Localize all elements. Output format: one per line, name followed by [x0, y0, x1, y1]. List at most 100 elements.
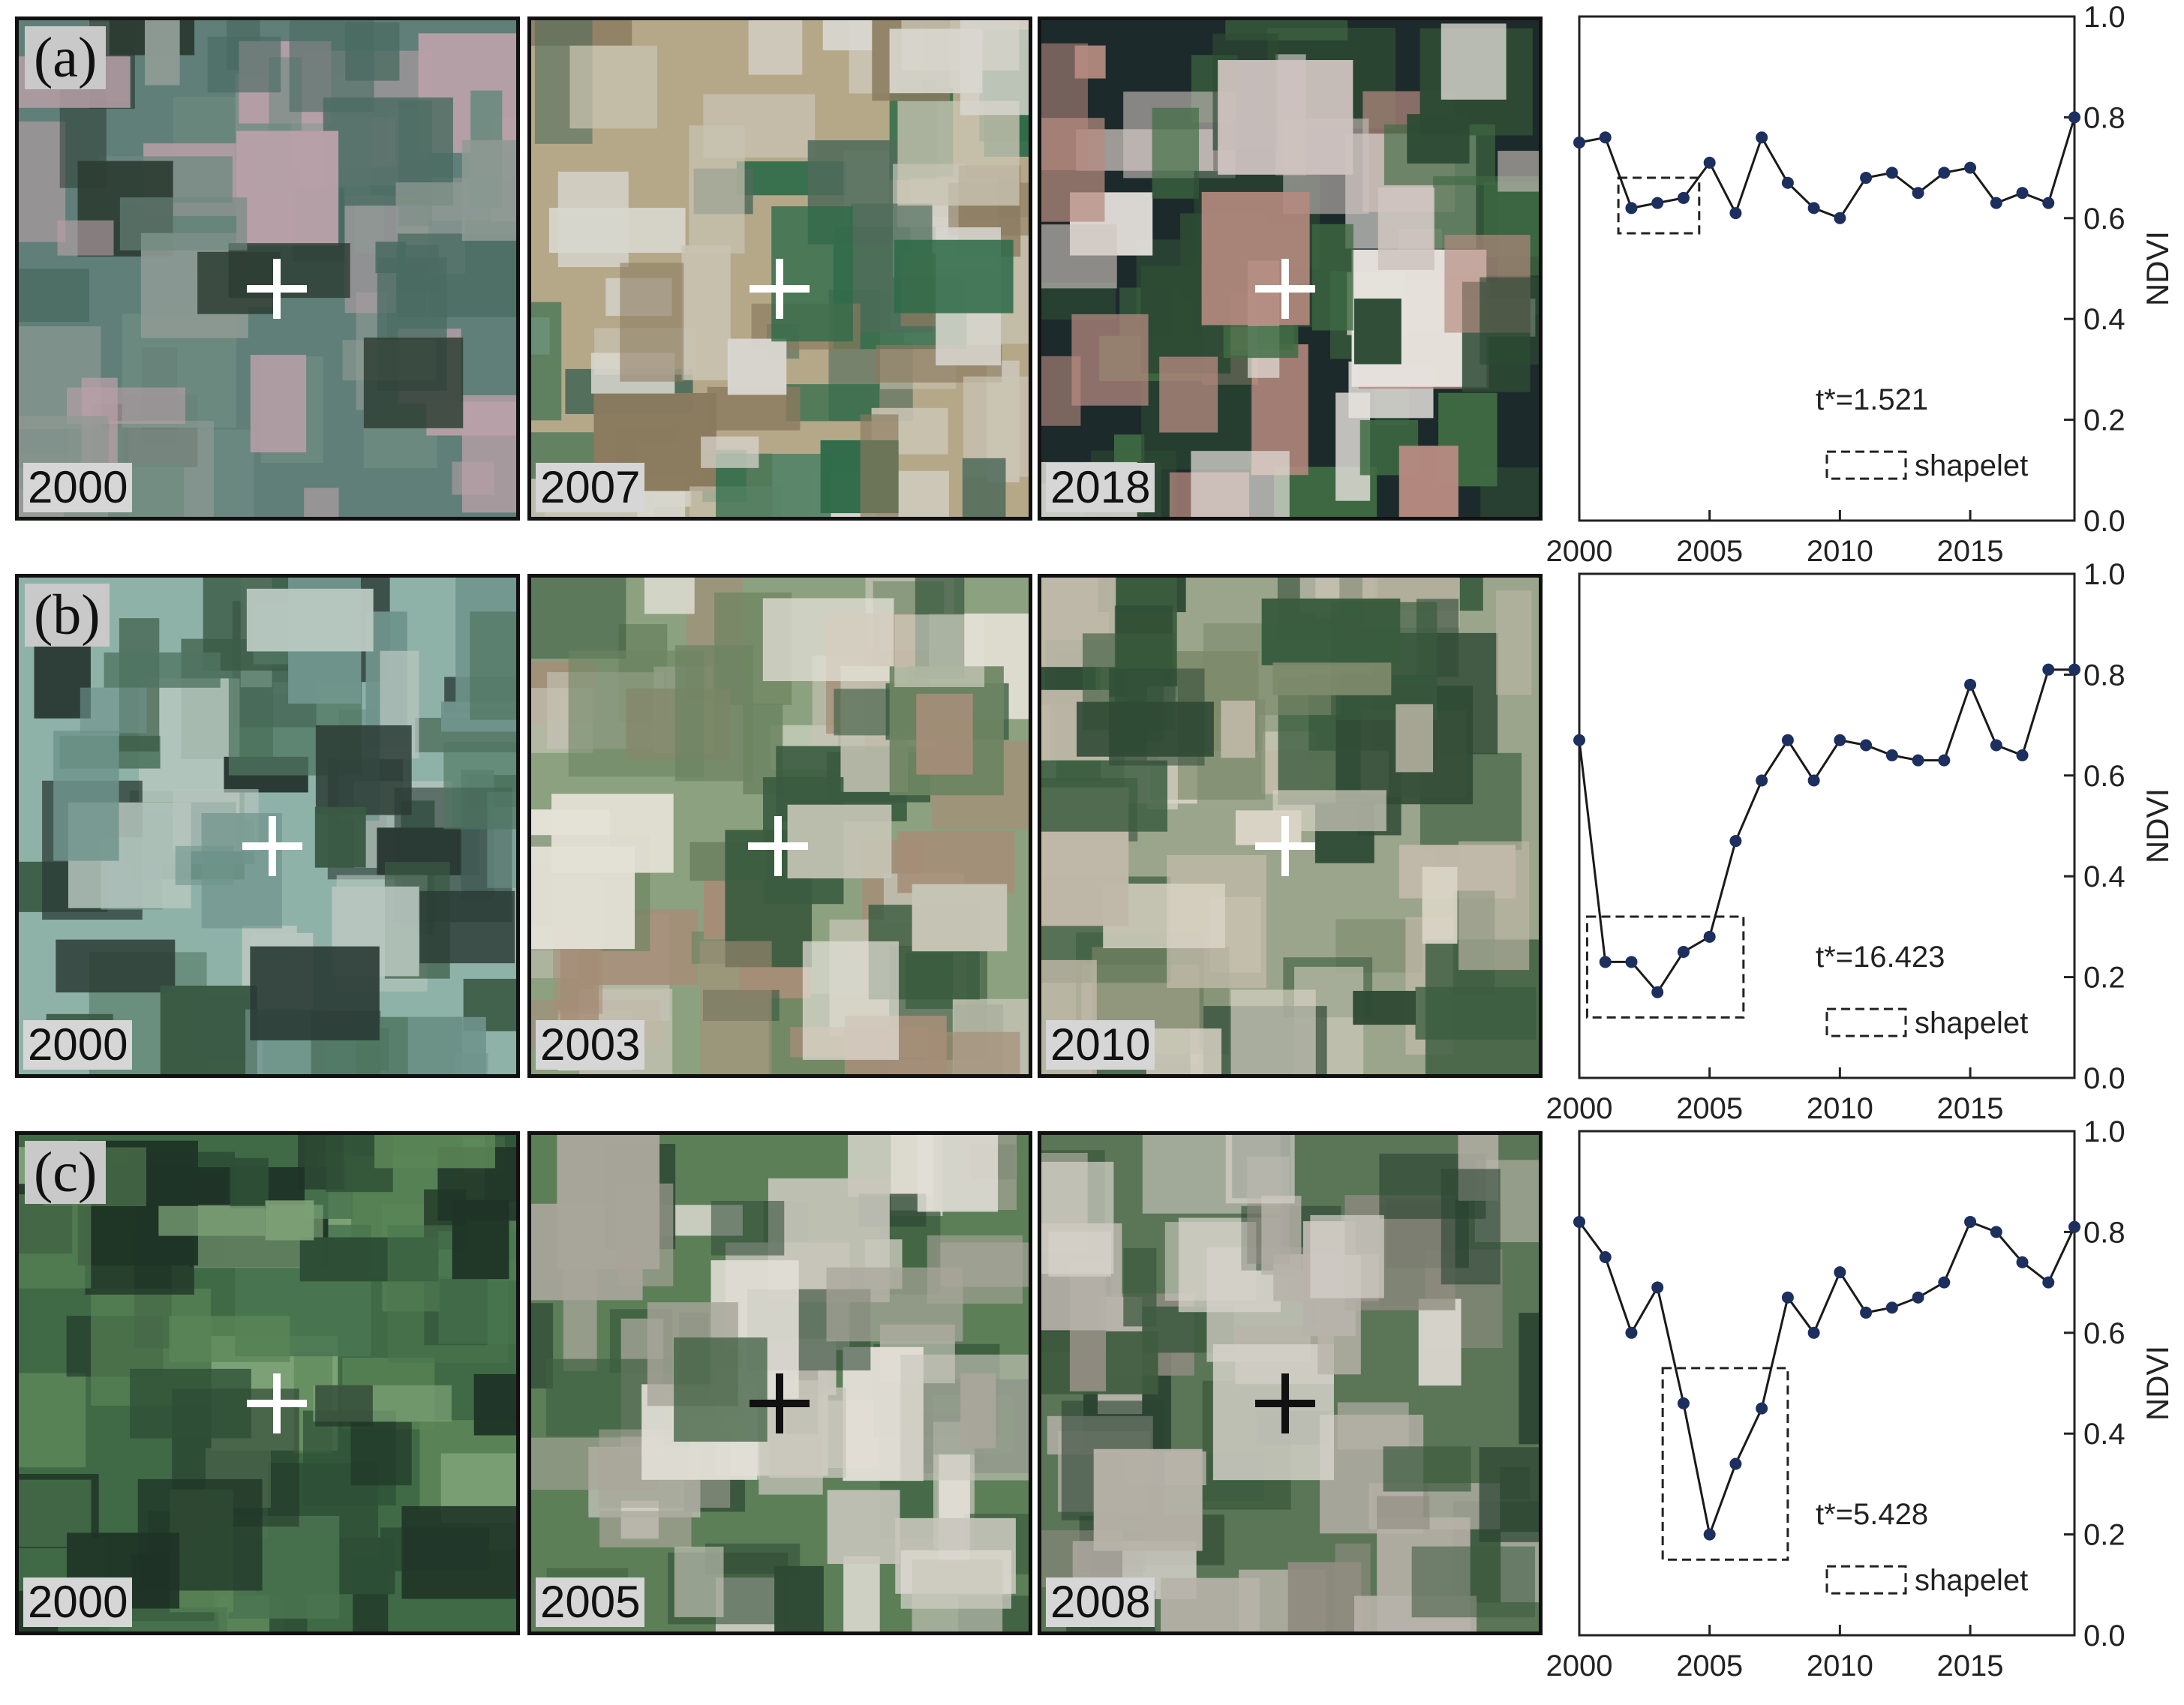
land-patch	[1041, 224, 1117, 289]
land-patch	[1395, 704, 1434, 773]
ndvi-point	[1964, 678, 1977, 691]
land-patch	[207, 36, 281, 93]
panel-row-b: (b) 2000 2003 2010 0.0 0.2 0.4 0.6 0.8 1.0 200…	[0, 558, 2184, 1125]
land-patch	[250, 355, 307, 453]
land-patch	[1415, 986, 1537, 1040]
land-patch	[894, 239, 1014, 314]
legend-label: shapelet	[1915, 449, 2028, 482]
land-patch	[1398, 446, 1459, 517]
x-tick-label: 2015	[1937, 1649, 2004, 1682]
ndvi-chart-svg: 0.0 0.2 0.4 0.6 0.8 1.0 2000 2005 2010 2015 NDVI t*…	[1546, 1, 2175, 568]
legend-label: shapelet	[1915, 1007, 2028, 1040]
land-patch	[568, 650, 704, 777]
land-patch	[674, 1337, 768, 1442]
land-patch	[401, 1505, 516, 1599]
year-label: 2003	[536, 1020, 645, 1070]
satellite-tile-b1: (b) 2000	[15, 574, 520, 1078]
land-patch	[145, 20, 180, 86]
year-label: 2000	[23, 1020, 133, 1070]
satellite-image	[1041, 20, 1539, 517]
ndvi-point	[1781, 1291, 1794, 1304]
land-patch	[19, 1373, 86, 1468]
land-patch	[1152, 107, 1200, 199]
y-tick-label: 1.0	[2083, 1115, 2125, 1148]
satellite-image	[19, 578, 516, 1074]
ndvi-point	[1573, 137, 1585, 149]
land-patch	[1337, 1402, 1409, 1450]
panel-label: (b)	[25, 584, 110, 647]
land-patch	[1310, 1214, 1384, 1298]
legend-swatch	[1825, 450, 1907, 480]
land-patch	[246, 588, 374, 652]
ndvi-point	[1781, 176, 1794, 189]
land-patch	[1440, 1169, 1501, 1285]
plot-frame	[1578, 15, 2076, 522]
land-patch	[57, 220, 114, 256]
satellite-tile-c1: (c) 2000	[15, 1131, 520, 1635]
ndvi-point	[1834, 212, 1846, 224]
satellite-image	[1041, 1135, 1539, 1631]
land-patch	[531, 302, 562, 421]
ndvi-point	[1729, 835, 1742, 848]
land-patch	[674, 1546, 724, 1617]
land-patch	[1383, 1446, 1471, 1492]
land-patch	[461, 140, 516, 241]
ndvi-point	[2068, 1220, 2080, 1233]
panel-label: (c)	[25, 1141, 107, 1204]
land-patch	[616, 1183, 674, 1286]
y-tick-label: 1.0	[2083, 558, 2125, 591]
threshold-annotation: t*=16.423	[1816, 941, 1945, 974]
ndvi-point	[1834, 1266, 1846, 1279]
land-patch	[1159, 356, 1218, 433]
crosshair-icon	[1255, 816, 1315, 876]
ndvi-point	[1938, 167, 1951, 179]
land-patch	[158, 1205, 266, 1236]
x-tick-label: 2000	[1546, 1092, 1613, 1125]
crosshair-icon	[750, 1373, 810, 1433]
ndvi-series-line	[1578, 1220, 2076, 1539]
y-axis-label: NDVI	[2140, 231, 2175, 306]
land-patch	[759, 1380, 823, 1495]
land-patch	[897, 831, 1015, 893]
land-patch	[1458, 841, 1530, 971]
land-patch	[1071, 314, 1149, 406]
panel-row-a: (a) 2000 2007 2018 0.0 0.2 0.4 0.6 0.8 1.0 200…	[0, 1, 2184, 568]
ndvi-point	[1703, 1528, 1716, 1541]
ndvi-point	[1990, 739, 2002, 752]
land-patch	[363, 338, 464, 428]
land-patch	[1041, 282, 1116, 320]
ndvi-point	[1651, 1281, 1664, 1294]
land-patch	[1331, 602, 1437, 721]
land-patch	[119, 197, 248, 251]
ndvi-point	[2068, 663, 2080, 676]
land-patch	[452, 1199, 509, 1280]
ndvi-point	[1651, 986, 1664, 998]
x-tick-label: 2015	[1937, 535, 2004, 568]
land-patch	[727, 338, 787, 395]
land-patch	[230, 1157, 269, 1209]
threshold-annotation: t*=5.428	[1816, 1498, 1928, 1531]
land-patch	[531, 578, 626, 659]
land-patch	[1146, 1028, 1222, 1074]
land-patch	[289, 20, 374, 113]
land-patch	[350, 1421, 412, 1486]
year-label: 2008	[1046, 1577, 1155, 1627]
crosshair-icon	[748, 816, 808, 876]
ndvi-point	[1599, 131, 1612, 144]
y-tick-label: 0.6	[2083, 1317, 2125, 1350]
panel-row-c: (c) 2000 2005 2008 0.0 0.2 0.4 0.6 0.8 1.0 200…	[0, 1115, 2184, 1682]
land-patch	[894, 614, 985, 688]
ndvi-point	[1729, 207, 1742, 220]
y-tick-label: 0.2	[2083, 404, 2125, 437]
y-tick-label: 0.0	[2083, 1619, 2125, 1652]
land-patch	[197, 251, 281, 314]
land-patch	[315, 1385, 373, 1427]
land-patch	[1164, 1222, 1257, 1301]
land-patch	[701, 436, 759, 468]
satellite-tile-a1: (a) 2000	[15, 17, 520, 521]
x-tick-label: 2010	[1807, 1649, 1873, 1682]
land-patch	[1212, 1344, 1334, 1481]
plot-frame	[1578, 1130, 2076, 1637]
ndvi-point	[1625, 956, 1638, 968]
land-patch	[960, 20, 1029, 116]
